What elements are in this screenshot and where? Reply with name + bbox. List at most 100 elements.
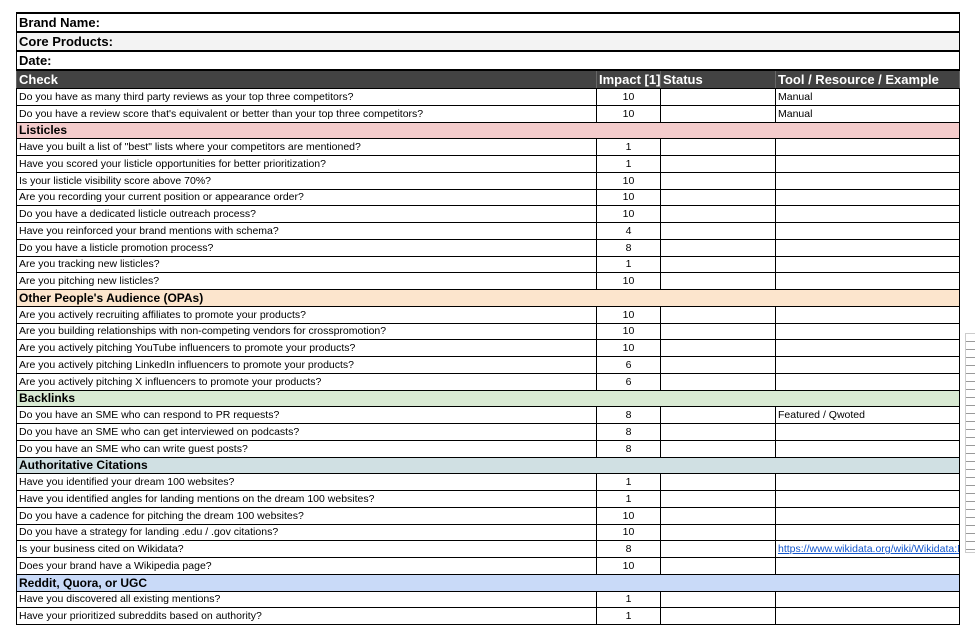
status-cell[interactable]	[660, 339, 776, 357]
status-cell[interactable]	[660, 88, 776, 106]
status-cell[interactable]	[660, 305, 776, 324]
check-cell[interactable]: Are you actively recruiting affiliates t…	[16, 305, 597, 324]
check-cell[interactable]: Are you actively pitching X influencers …	[16, 372, 597, 391]
impact-cell[interactable]: 1	[596, 155, 661, 173]
tool-cell[interactable]	[774, 439, 961, 458]
check-cell[interactable]: Have you identified angles for landing m…	[16, 490, 597, 508]
impact-cell[interactable]: 6	[596, 356, 661, 374]
status-cell[interactable]	[660, 238, 776, 257]
tool-cell[interactable]	[774, 490, 961, 508]
check-cell[interactable]: Do you have an SME who can write guest p…	[16, 439, 597, 458]
tool-cell[interactable]	[774, 590, 961, 609]
check-cell[interactable]: Have you reinforced your brand mentions …	[16, 222, 597, 240]
check-cell[interactable]: Are you actively pitching LinkedIn influ…	[16, 356, 597, 374]
impact-cell[interactable]: 10	[596, 104, 661, 123]
check-cell[interactable]: Does your brand have a Wikipedia page?	[16, 557, 597, 575]
check-cell[interactable]: Do you have a cadence for pitching the d…	[16, 506, 597, 525]
impact-cell[interactable]: 10	[596, 171, 661, 190]
tool-cell[interactable]	[774, 322, 961, 341]
status-cell[interactable]	[660, 490, 776, 508]
impact-cell[interactable]: 10	[596, 322, 661, 341]
check-cell[interactable]: Are you tracking new listicles?	[16, 255, 597, 274]
date-cell[interactable]: Date:	[15, 50, 961, 71]
impact-cell[interactable]: 8	[596, 423, 661, 441]
check-cell[interactable]: Do you have a review score that's equiva…	[16, 104, 597, 123]
status-cell[interactable]	[660, 155, 776, 173]
wikidata-link[interactable]: https://www.wikidata.org/wiki/Wikidata:N	[778, 543, 960, 556]
tool-cell[interactable]	[774, 222, 961, 240]
check-cell[interactable]: Have you discovered all existing mention…	[16, 590, 597, 609]
status-cell[interactable]	[660, 356, 776, 374]
status-cell[interactable]	[660, 473, 776, 491]
impact-cell[interactable]: 1	[596, 138, 661, 156]
check-cell[interactable]: Do you have a dedicated listicle outreac…	[16, 205, 597, 223]
tool-cell[interactable]	[774, 238, 961, 257]
tool-cell[interactable]	[774, 272, 961, 290]
impact-cell[interactable]: 10	[596, 272, 661, 290]
status-cell[interactable]	[660, 406, 776, 424]
tool-cell[interactable]: Manual	[774, 88, 961, 106]
status-cell[interactable]	[660, 138, 776, 156]
impact-cell[interactable]: 1	[596, 607, 661, 625]
check-cell[interactable]: Are you actively pitching YouTube influe…	[16, 339, 597, 357]
impact-cell[interactable]: 10	[596, 205, 661, 223]
status-cell[interactable]	[660, 439, 776, 458]
check-cell[interactable]: Do you have a strategy for landing .edu …	[16, 523, 597, 542]
check-cell[interactable]: Have you scored your listicle opportunit…	[16, 155, 597, 173]
tool-cell[interactable]: https://www.wikidata.org/wiki/Wikidata:N	[774, 540, 961, 558]
core-products-cell[interactable]: Core Products:	[15, 31, 961, 52]
impact-cell[interactable]: 10	[596, 506, 661, 525]
impact-cell[interactable]: 1	[596, 255, 661, 274]
check-cell[interactable]: Do you have an SME who can get interview…	[16, 423, 597, 441]
impact-cell[interactable]: 8	[596, 406, 661, 424]
impact-cell[interactable]: 10	[596, 339, 661, 357]
status-cell[interactable]	[660, 255, 776, 274]
status-cell[interactable]	[660, 423, 776, 441]
check-cell[interactable]: Do you have as many third party reviews …	[16, 88, 597, 106]
impact-cell[interactable]: 6	[596, 372, 661, 391]
check-cell[interactable]: Is your business cited on Wikidata?	[16, 540, 597, 558]
status-cell[interactable]	[660, 607, 776, 625]
impact-cell[interactable]: 8	[596, 439, 661, 458]
tool-cell[interactable]	[774, 523, 961, 542]
tool-cell[interactable]	[774, 205, 961, 223]
tool-cell[interactable]	[774, 155, 961, 173]
status-cell[interactable]	[660, 171, 776, 190]
impact-cell[interactable]: 10	[596, 188, 661, 207]
check-cell[interactable]: Do you have a listicle promotion process…	[16, 238, 597, 257]
impact-cell[interactable]: 1	[596, 473, 661, 491]
check-cell[interactable]: Is your listicle visibility score above …	[16, 171, 597, 190]
tool-cell[interactable]	[774, 607, 961, 625]
status-cell[interactable]	[660, 188, 776, 207]
tool-cell[interactable]	[774, 372, 961, 391]
tool-cell[interactable]	[774, 423, 961, 441]
status-cell[interactable]	[660, 523, 776, 542]
tool-cell[interactable]	[774, 138, 961, 156]
check-cell[interactable]: Have your prioritized subreddits based o…	[16, 607, 597, 625]
check-cell[interactable]: Do you have an SME who can respond to PR…	[16, 406, 597, 424]
tool-cell[interactable]	[774, 356, 961, 374]
tool-cell[interactable]	[774, 339, 961, 357]
status-cell[interactable]	[660, 222, 776, 240]
tool-cell[interactable]	[774, 255, 961, 274]
impact-cell[interactable]: 10	[596, 557, 661, 575]
status-cell[interactable]	[660, 272, 776, 290]
tool-cell[interactable]: Featured / Qwoted	[774, 406, 961, 424]
status-cell[interactable]	[660, 104, 776, 123]
tool-cell[interactable]	[774, 473, 961, 491]
impact-cell[interactable]: 10	[596, 88, 661, 106]
status-cell[interactable]	[660, 506, 776, 525]
impact-cell[interactable]: 8	[596, 540, 661, 558]
brand-name-cell[interactable]: Brand Name:	[15, 12, 961, 33]
impact-cell[interactable]: 1	[596, 490, 661, 508]
status-cell[interactable]	[660, 322, 776, 341]
tool-cell[interactable]	[774, 506, 961, 525]
impact-cell[interactable]: 1	[596, 590, 661, 609]
status-cell[interactable]	[660, 372, 776, 391]
check-cell[interactable]: Are you building relationships with non-…	[16, 322, 597, 341]
sheet-thumbnail-preview[interactable]	[965, 333, 975, 553]
tool-cell[interactable]	[774, 305, 961, 324]
tool-cell[interactable]	[774, 188, 961, 207]
tool-cell[interactable]	[774, 557, 961, 575]
impact-cell[interactable]: 10	[596, 523, 661, 542]
